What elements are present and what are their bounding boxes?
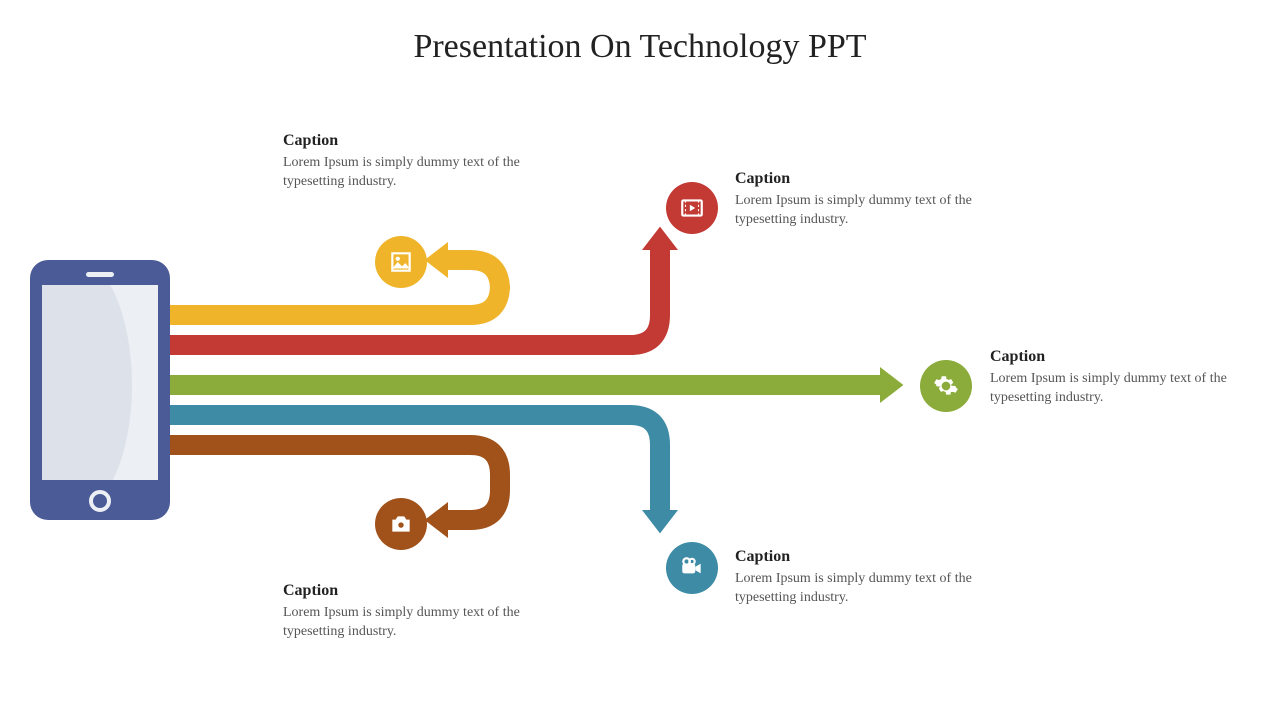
caption-title: Caption (990, 348, 1230, 366)
caption-body: Lorem Ipsum is simply dummy text of the … (283, 604, 523, 642)
caption-title: Caption (283, 582, 523, 600)
caption-body: Lorem Ipsum is simply dummy text of the … (735, 192, 975, 230)
phone-screen (42, 285, 158, 480)
camera-icon (375, 498, 427, 550)
image-icon (375, 236, 427, 288)
caption-title: Caption (283, 132, 523, 150)
video-icon (666, 182, 718, 234)
caption-title: Caption (735, 548, 975, 566)
phone-home-button (89, 490, 111, 512)
caption-yellow: Caption Lorem Ipsum is simply dummy text… (283, 132, 523, 192)
phone-graphic (30, 260, 170, 520)
caption-body: Lorem Ipsum is simply dummy text of the … (283, 154, 523, 192)
caption-green: Caption Lorem Ipsum is simply dummy text… (990, 348, 1230, 408)
caption-teal: Caption Lorem Ipsum is simply dummy text… (735, 548, 975, 608)
phone-body (30, 260, 170, 520)
phone-shine (42, 285, 132, 480)
caption-brown: Caption Lorem Ipsum is simply dummy text… (283, 582, 523, 642)
phone-speaker (86, 272, 114, 277)
caption-title: Caption (735, 170, 975, 188)
gear-icon (920, 360, 972, 412)
caption-body: Lorem Ipsum is simply dummy text of the … (735, 570, 975, 608)
slide-title: Presentation On Technology PPT (0, 28, 1280, 66)
caption-body: Lorem Ipsum is simply dummy text of the … (990, 370, 1230, 408)
camcorder-icon (666, 542, 718, 594)
caption-red: Caption Lorem Ipsum is simply dummy text… (735, 170, 975, 230)
